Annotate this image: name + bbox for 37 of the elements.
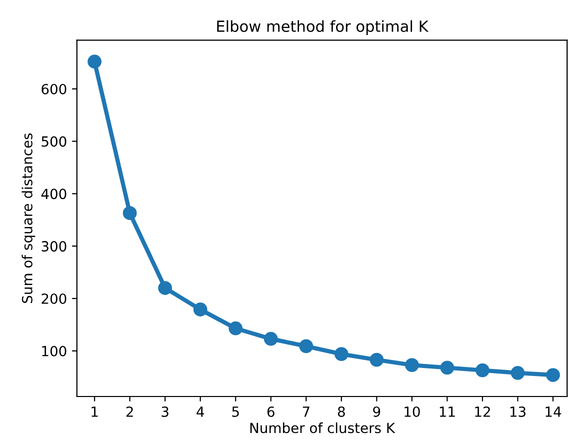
chart-title: Elbow method for optimal K	[217, 20, 429, 35]
point	[370, 352, 384, 367]
x-tick-label: 10	[404, 406, 420, 417]
x-tick-label: 7	[302, 406, 310, 417]
point	[228, 321, 243, 336]
x-tick-label: 9	[373, 406, 380, 417]
point	[476, 363, 490, 378]
y-tick-label: 100	[42, 346, 66, 356]
x-tick-label: 13	[510, 406, 526, 417]
point	[510, 366, 525, 380]
point	[546, 368, 560, 382]
y-tick-label: 600	[42, 84, 66, 94]
point	[193, 302, 208, 316]
x-tick-label: 8	[338, 406, 345, 417]
point	[158, 281, 172, 295]
point	[440, 360, 454, 375]
point	[88, 54, 102, 69]
point	[299, 339, 314, 354]
y-tick-label: 500	[42, 136, 66, 147]
point	[264, 332, 278, 346]
x-tick-label: 2	[126, 406, 133, 417]
x-tick-label: 1	[92, 406, 98, 417]
point	[122, 206, 137, 220]
x-tick-label: 14	[546, 406, 562, 417]
x-tick-label: 11	[440, 406, 455, 417]
x-tick-label: 3	[162, 406, 168, 417]
y-tick-label: 200	[42, 293, 66, 304]
x-tick-label: 12	[475, 406, 490, 417]
y-tick-label: 400	[41, 188, 66, 200]
y-axis-title: Sum of square distances	[22, 133, 36, 303]
point	[404, 358, 419, 372]
y-tick-label: 300	[42, 241, 66, 252]
x-axis-title: Number of clusters K	[250, 422, 396, 434]
x-tick-label: 5	[232, 406, 239, 417]
point	[334, 347, 348, 361]
x-tick-label: 4	[196, 406, 204, 417]
x-tick-label: 6	[267, 406, 274, 417]
